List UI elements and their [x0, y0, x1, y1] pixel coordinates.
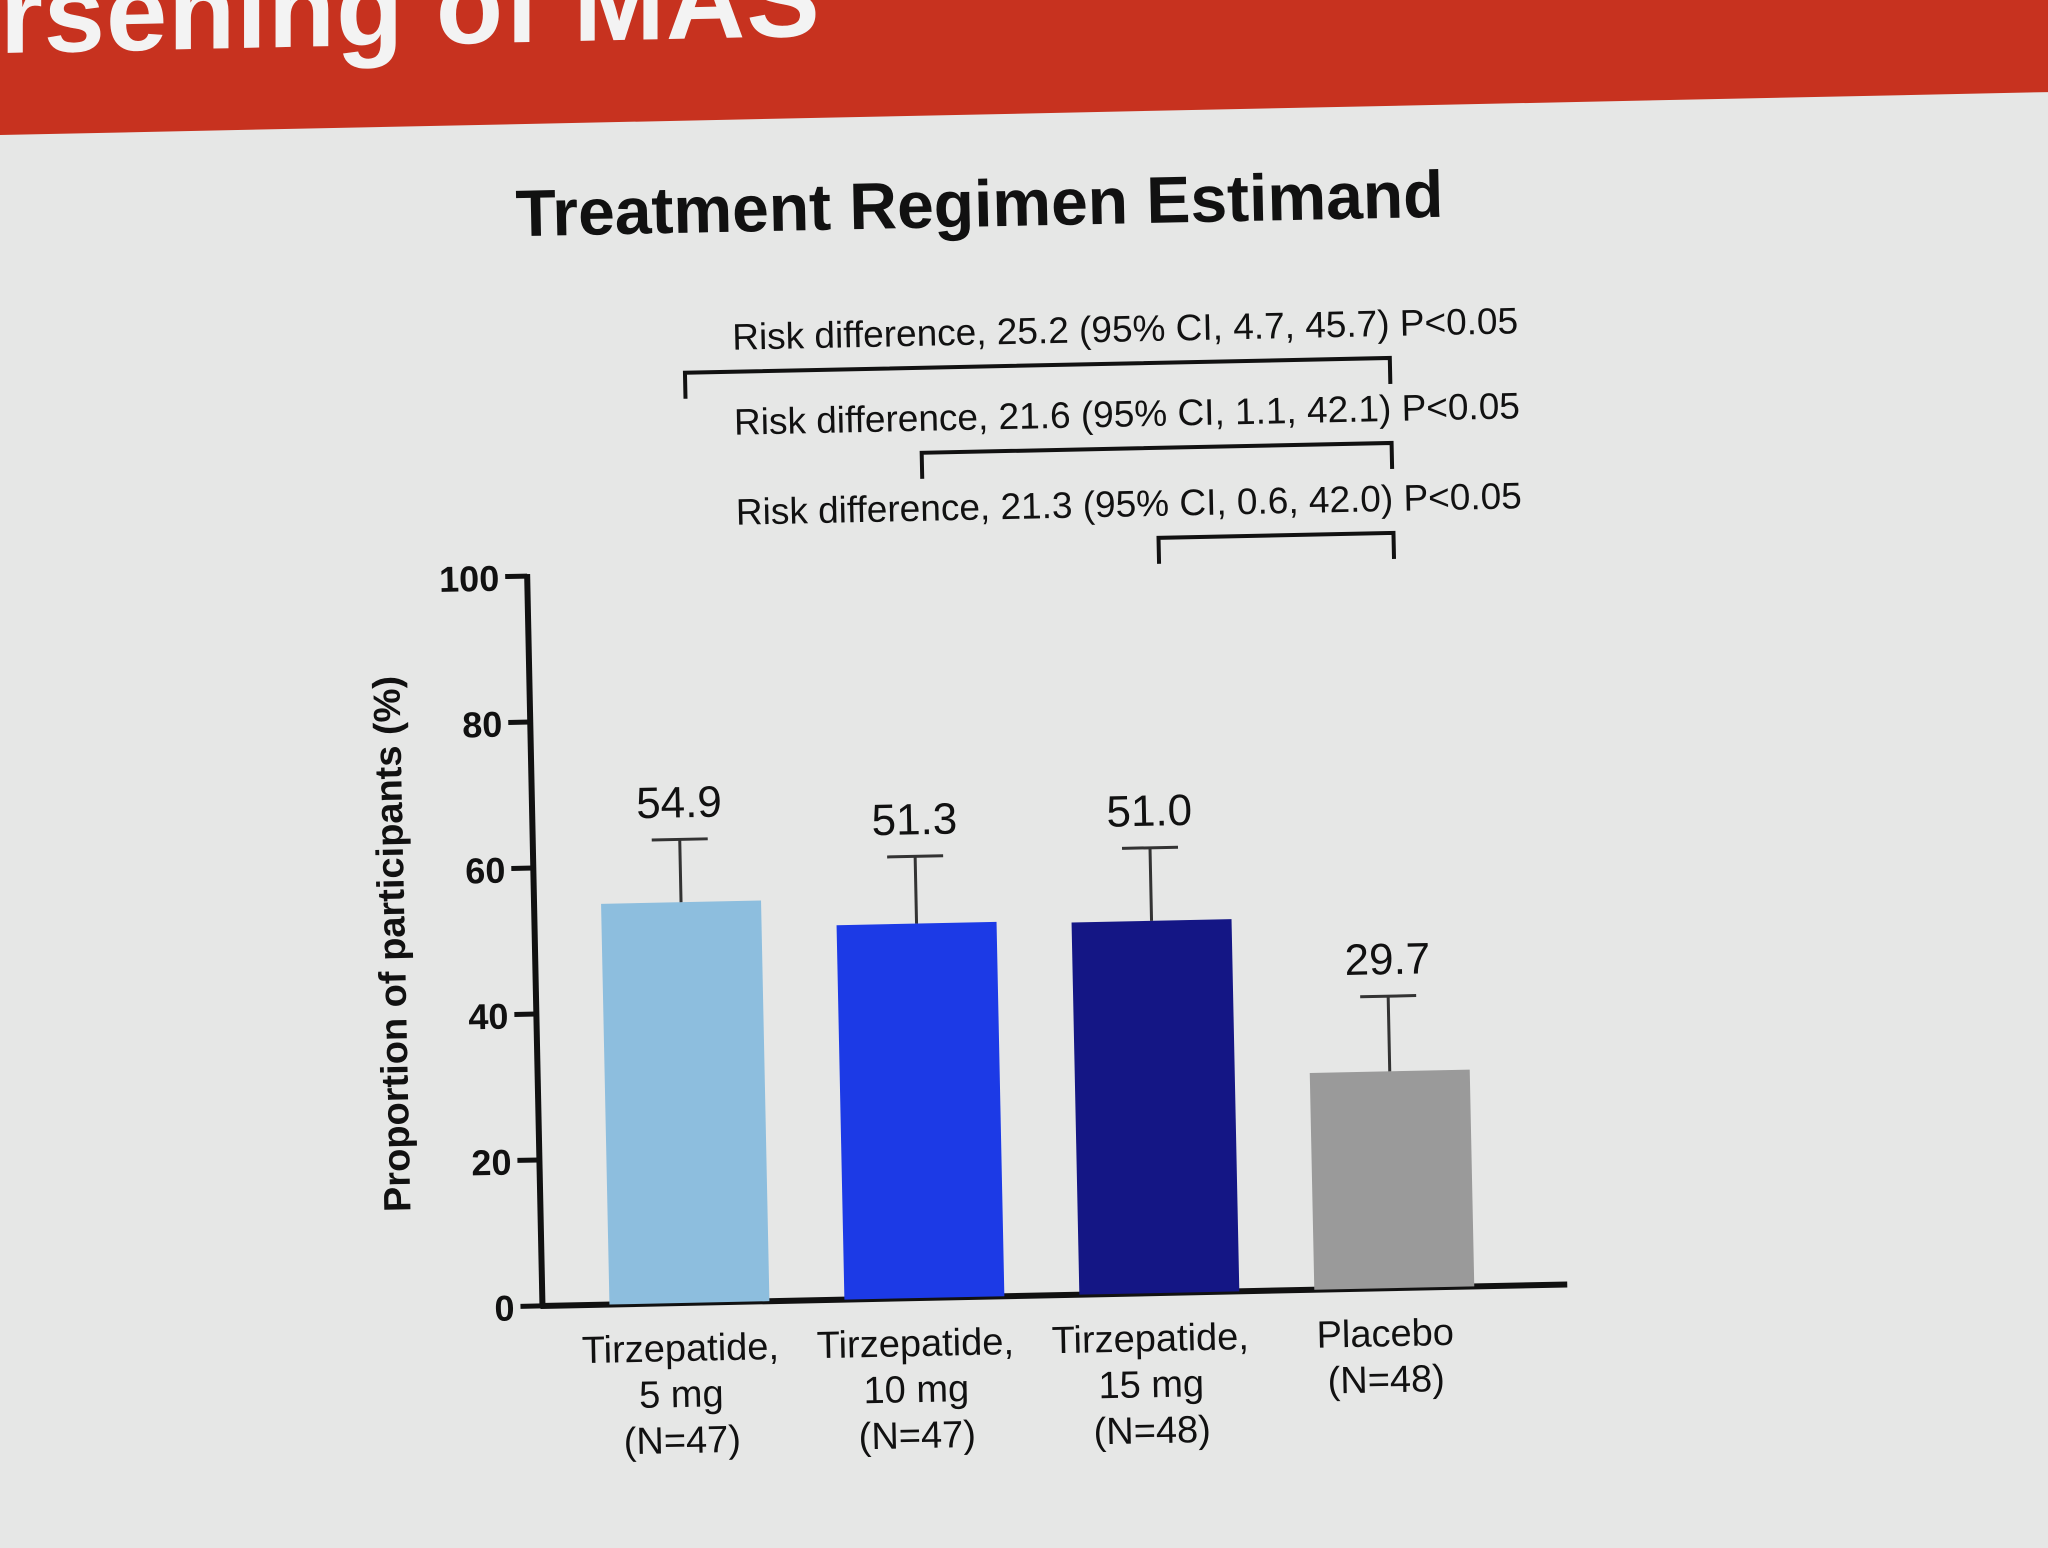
error-bars: [652, 824, 1418, 1087]
error-bar-stem: [680, 839, 681, 902]
x-tick-label: (N=47): [623, 1419, 741, 1463]
error-bar-stem: [1388, 996, 1390, 1071]
data-label: 54.9: [636, 778, 723, 829]
x-tick-label: (N=48): [1093, 1409, 1211, 1453]
bar: [1310, 1070, 1475, 1290]
x-tick-labels: Tirzepatide,5 mg(N=47)Tirzepatide,10 mg(…: [581, 1312, 1456, 1464]
data-label: 51.0: [1106, 786, 1193, 837]
comparison-label: Risk difference, 21.3 (95% CI, 0.6, 42.0…: [735, 475, 1522, 532]
data-label: 29.7: [1344, 934, 1431, 985]
x-tick-label: Tirzepatide,: [816, 1321, 1014, 1367]
y-tick-label: 0: [494, 1288, 515, 1329]
y-tick-label: 60: [465, 850, 506, 892]
x-tick-label: Placebo: [1316, 1312, 1454, 1357]
chart-title: Treatment Regimen Estimand: [515, 157, 1444, 250]
error-bar-stem: [1150, 848, 1152, 921]
y-axis-label: Proportion of participants (%): [366, 675, 419, 1212]
data-label: 51.3: [871, 794, 958, 845]
y-tick-label: 20: [471, 1142, 512, 1184]
bars: [601, 886, 1474, 1305]
x-tick-label: 15 mg: [1098, 1363, 1204, 1407]
x-tick-label: 10 mg: [863, 1368, 969, 1412]
error-bar-stem: [915, 856, 916, 923]
error-bar-cap: [887, 856, 943, 857]
comparison-bracket: [1159, 533, 1394, 564]
bar: [601, 900, 769, 1304]
y-tick-label: 80: [462, 704, 503, 746]
x-tick-label: Tirzepatide,: [581, 1326, 779, 1372]
y-tick-label: 40: [468, 996, 509, 1038]
comparison-brackets: Risk difference, 25.2 (95% CI, 4.7, 45.7…: [684, 300, 1523, 573]
x-tick-label: (N=47): [858, 1414, 976, 1458]
bar: [837, 922, 1005, 1300]
comparison-label: Risk difference, 21.6 (95% CI, 1.1, 42.1…: [734, 385, 1521, 442]
comparison-bracket: [922, 443, 1392, 479]
comparison-label: Risk difference, 25.2 (95% CI, 4.7, 45.7…: [732, 300, 1519, 357]
x-tick-label: (N=48): [1327, 1358, 1445, 1402]
bar: [1072, 919, 1240, 1295]
error-bar-cap: [652, 839, 708, 840]
y-tick-label: 100: [439, 558, 500, 600]
y-axis-line: [527, 574, 542, 1308]
error-bar-cap: [1122, 847, 1178, 848]
x-tick-label: 5 mg: [639, 1373, 724, 1417]
x-tick-label: Tirzepatide,: [1051, 1316, 1249, 1362]
error-bar-cap: [1360, 996, 1416, 997]
